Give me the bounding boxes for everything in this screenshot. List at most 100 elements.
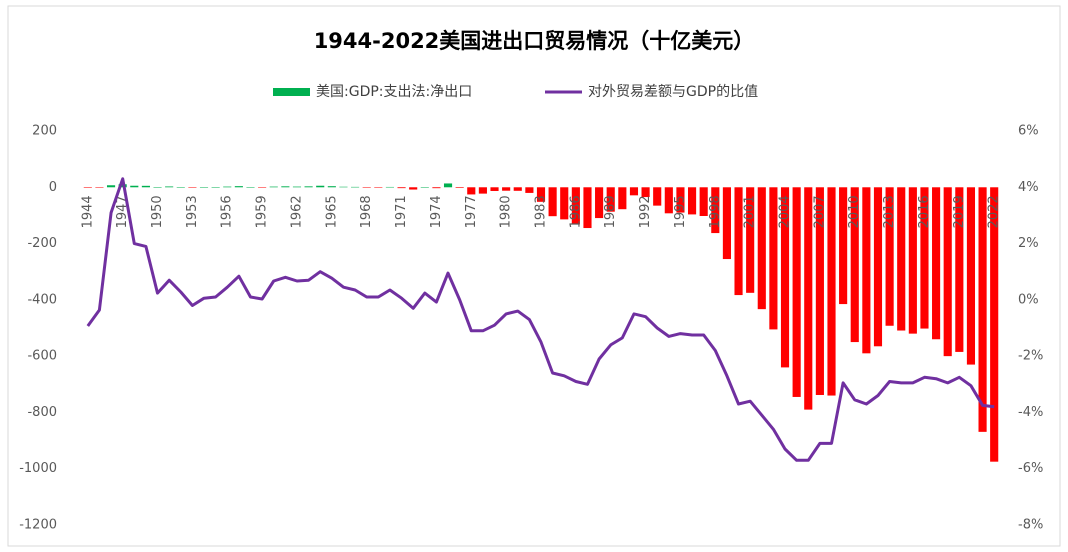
bar (443, 183, 453, 188)
bar (420, 187, 429, 188)
bar (513, 187, 522, 191)
y-tick-label: 200 (32, 124, 57, 139)
chart-title: 1944-2022美国进出口贸易情况（十亿美元） (314, 29, 755, 53)
bar (258, 187, 267, 188)
bar (932, 187, 941, 340)
x-tick-label: 2019 (952, 195, 967, 228)
bar (792, 187, 801, 397)
bar (873, 187, 883, 347)
x-tick-label: 2013 (882, 195, 897, 228)
bar (676, 187, 685, 213)
bar (362, 187, 371, 188)
bar (141, 185, 150, 188)
bar (722, 187, 731, 260)
bar (769, 187, 778, 330)
x-tick-label: 1995 (673, 195, 688, 228)
x-tick-label: 1983 (534, 195, 549, 228)
bar (629, 187, 639, 196)
x-tick-label: 2022 (987, 195, 1002, 228)
bar (653, 187, 662, 206)
y2-tick-label: -8% (1018, 518, 1043, 533)
bar (920, 187, 929, 329)
bar (839, 187, 848, 305)
bar (188, 187, 197, 188)
bar (966, 187, 976, 365)
x-tick-label: 2007 (812, 195, 827, 228)
bar (327, 186, 336, 188)
bar (95, 187, 104, 188)
bar (548, 187, 557, 217)
chart-border (7, 5, 1061, 547)
bar (943, 187, 952, 357)
x-tick-label: 1953 (185, 195, 200, 228)
y-tick-label: -600 (27, 349, 57, 364)
bar (908, 187, 917, 334)
bar (862, 187, 871, 354)
bar (827, 187, 836, 396)
bar (165, 186, 174, 188)
bar (897, 187, 906, 331)
bar (734, 187, 743, 296)
bar (711, 187, 720, 234)
y-tick-label: -400 (27, 292, 57, 307)
bar (409, 187, 418, 190)
bar (536, 187, 546, 202)
bar (130, 185, 139, 188)
bar (525, 187, 534, 193)
bar (478, 187, 487, 194)
y-tick-label: -1000 (19, 461, 57, 476)
bar (467, 187, 476, 195)
x-tick-label: 1977 (464, 195, 479, 228)
bar (595, 187, 604, 219)
bar (641, 187, 650, 198)
bar (374, 187, 383, 188)
y-tick-label: -200 (27, 236, 57, 251)
y2-tick-label: -4% (1018, 405, 1043, 420)
bar (815, 187, 824, 395)
x-tick-label: 1989 (603, 195, 618, 228)
y-tick-label: -800 (27, 405, 57, 420)
x-tick-label: 1986 (568, 195, 583, 228)
y-tick-label: 0 (49, 180, 57, 195)
bar (316, 185, 325, 188)
bar (618, 187, 627, 210)
bar (455, 187, 464, 188)
x-tick-label: 2001 (743, 195, 758, 228)
x-tick-label: 1974 (429, 195, 444, 228)
bar (757, 187, 766, 310)
bar (304, 186, 313, 188)
y2-tick-label: 0% (1018, 292, 1039, 307)
bar (583, 187, 592, 229)
y2-tick-label: 6% (1018, 124, 1039, 139)
x-tick-label: 2016 (917, 195, 932, 228)
bar (780, 187, 790, 368)
x-tick-label: 1965 (324, 195, 339, 228)
bar (990, 187, 999, 462)
x-tick-label: 1968 (359, 195, 374, 228)
bar (397, 187, 406, 189)
bar (606, 187, 615, 212)
legend-label: 对外贸易差额与GDP的比值 (588, 84, 758, 100)
y2-tick-label: -2% (1018, 349, 1043, 364)
x-tick-label: 1971 (394, 195, 409, 228)
x-tick-label: 2010 (847, 195, 862, 228)
bar (885, 187, 894, 326)
bar (281, 186, 290, 188)
bar (292, 186, 302, 188)
bar (664, 187, 673, 214)
x-tick-label: 1962 (289, 195, 304, 228)
bar (571, 187, 580, 225)
legend-label: 美国:GDP:支出法:净出口 (316, 84, 472, 100)
bar (106, 185, 116, 188)
x-tick-label: 1992 (638, 195, 653, 228)
bar (223, 186, 232, 188)
bar (234, 186, 243, 188)
bar (246, 187, 255, 188)
bar (339, 186, 348, 188)
bar (211, 187, 220, 188)
y-tick-label: -1200 (19, 518, 57, 533)
x-tick-label: 1950 (150, 195, 165, 228)
legend-swatch (273, 88, 310, 96)
x-tick-label: 1956 (220, 195, 235, 228)
